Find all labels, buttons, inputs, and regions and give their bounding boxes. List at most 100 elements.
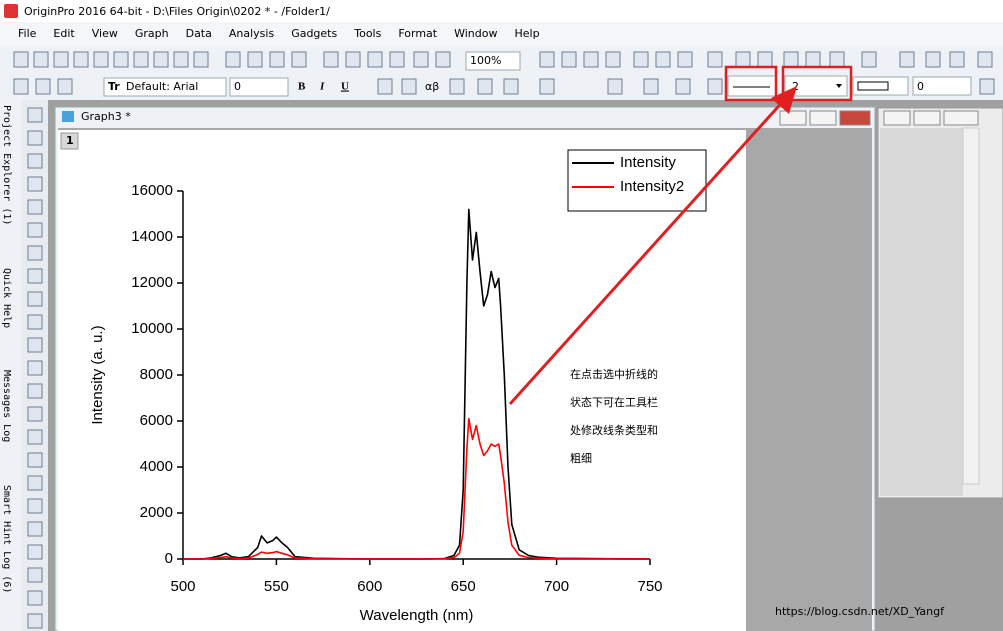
tool-button[interactable] [27,429,43,445]
toolbar-button[interactable] [449,78,465,95]
layer-tab[interactable] [60,132,79,150]
toolbar-button[interactable] [707,78,723,95]
italic-button[interactable]: I [319,81,325,93]
toolbar-button[interactable] [413,51,429,68]
toolbar-button[interactable] [93,51,109,68]
toolbar-button[interactable] [539,51,555,68]
zoom-value[interactable]: 100% [470,54,501,67]
toolbar-button[interactable] [291,51,307,68]
toolbar-button[interactable] [861,51,877,68]
tool-button[interactable] [27,268,43,284]
toolbar-button[interactable] [735,51,751,68]
tool-button[interactable] [27,153,43,169]
toolbar-button[interactable] [707,51,723,68]
tool-button[interactable] [27,406,43,422]
toolbar-button[interactable] [899,51,915,68]
tool-button[interactable] [27,360,43,376]
toolbar-button[interactable] [173,51,189,68]
toolbar-button[interactable] [153,51,169,68]
toolbar-button[interactable] [247,51,263,68]
toolbar-button[interactable] [401,78,417,95]
menu-item[interactable]: Edit [53,27,75,40]
toolbar-button[interactable] [607,78,623,95]
side-panel-tab[interactable]: Project Explorer (1) [1,105,12,225]
tool-button[interactable] [27,613,43,629]
minimize-button[interactable] [779,110,807,126]
maximize-button[interactable] [809,110,837,126]
toolbar-button[interactable] [949,51,965,68]
toolbar-button[interactable] [561,51,577,68]
tool-button[interactable] [27,452,43,468]
toolbar-button[interactable] [829,51,845,68]
toolbar-button[interactable] [979,78,995,95]
tool-button[interactable] [27,590,43,606]
toolbar-button[interactable] [643,78,659,95]
menu-item[interactable]: Data [186,27,212,40]
greek-button[interactable]: αβ [425,80,439,93]
toolbar-button[interactable] [133,51,149,68]
maximize-button[interactable] [913,110,941,126]
toolbar-button[interactable] [655,51,671,68]
toolbar-button[interactable] [53,51,69,68]
tool-button[interactable] [27,544,43,560]
toolbar-button[interactable] [35,78,51,95]
font-box[interactable] [103,77,227,97]
toolbar-button[interactable] [435,51,451,68]
tool-button[interactable] [27,314,43,330]
tool-button[interactable] [27,222,43,238]
tool-button[interactable] [27,337,43,353]
tool-button[interactable] [27,176,43,192]
menu-item[interactable]: Format [398,27,437,40]
toolbar-button[interactable] [377,78,393,95]
side-panel-tab[interactable]: Smart Hint Log (6) [1,485,12,593]
toolbar-button[interactable] [225,51,241,68]
toolbar-button[interactable] [13,51,29,68]
toolbar-button[interactable] [345,51,361,68]
close-button[interactable] [943,110,979,126]
toolbar-button[interactable] [477,78,493,95]
toolbar-button[interactable] [757,51,773,68]
toolbar-button[interactable] [73,51,89,68]
line-width-box[interactable] [784,75,848,97]
tool-button[interactable] [27,498,43,514]
line-style-box[interactable] [727,75,777,97]
toolbar-button[interactable] [113,51,129,68]
toolbar-button[interactable] [367,51,383,68]
zoom-box[interactable] [465,51,521,71]
tool-button[interactable] [27,245,43,261]
toolbar-button[interactable] [389,51,405,68]
tool-button[interactable] [27,567,43,583]
toolbar-button[interactable] [503,78,519,95]
toolbar-button[interactable] [605,51,621,68]
layer-number[interactable]: 1 [66,134,74,147]
toolbar-button[interactable] [977,51,993,68]
menu-item[interactable]: View [92,27,118,40]
tool-button[interactable] [27,107,43,123]
toolbar-button[interactable] [783,51,799,68]
border-box[interactable] [852,76,909,96]
tool-button[interactable] [27,130,43,146]
pattern-width[interactable]: 0 [917,80,924,93]
menu-item[interactable]: Tools [353,27,381,40]
bold-button[interactable]: B [298,81,306,93]
line-width[interactable]: 2 [792,80,799,93]
toolbar-button[interactable] [583,51,599,68]
toolbar-button[interactable] [633,51,649,68]
menu-item[interactable]: File [18,27,37,40]
toolbar-button[interactable] [33,51,49,68]
toolbar-button[interactable] [193,51,209,68]
tool-button[interactable] [27,521,43,537]
pattern-width-box[interactable] [912,76,972,96]
tool-button[interactable] [27,199,43,215]
underline-button[interactable]: U [341,81,349,93]
toolbar-button[interactable] [539,78,555,95]
toolbar-button[interactable] [57,78,73,95]
side-panel-tab[interactable]: Quick Help [1,268,12,328]
tool-button[interactable] [27,383,43,399]
font-size[interactable]: 0 [234,80,241,93]
menu-item[interactable]: Graph [135,27,169,40]
toolbar-button[interactable] [805,51,821,68]
font-name[interactable]: Default: Arial [126,80,198,93]
minimize-button[interactable] [883,110,911,126]
toolbar-button[interactable] [13,78,29,95]
